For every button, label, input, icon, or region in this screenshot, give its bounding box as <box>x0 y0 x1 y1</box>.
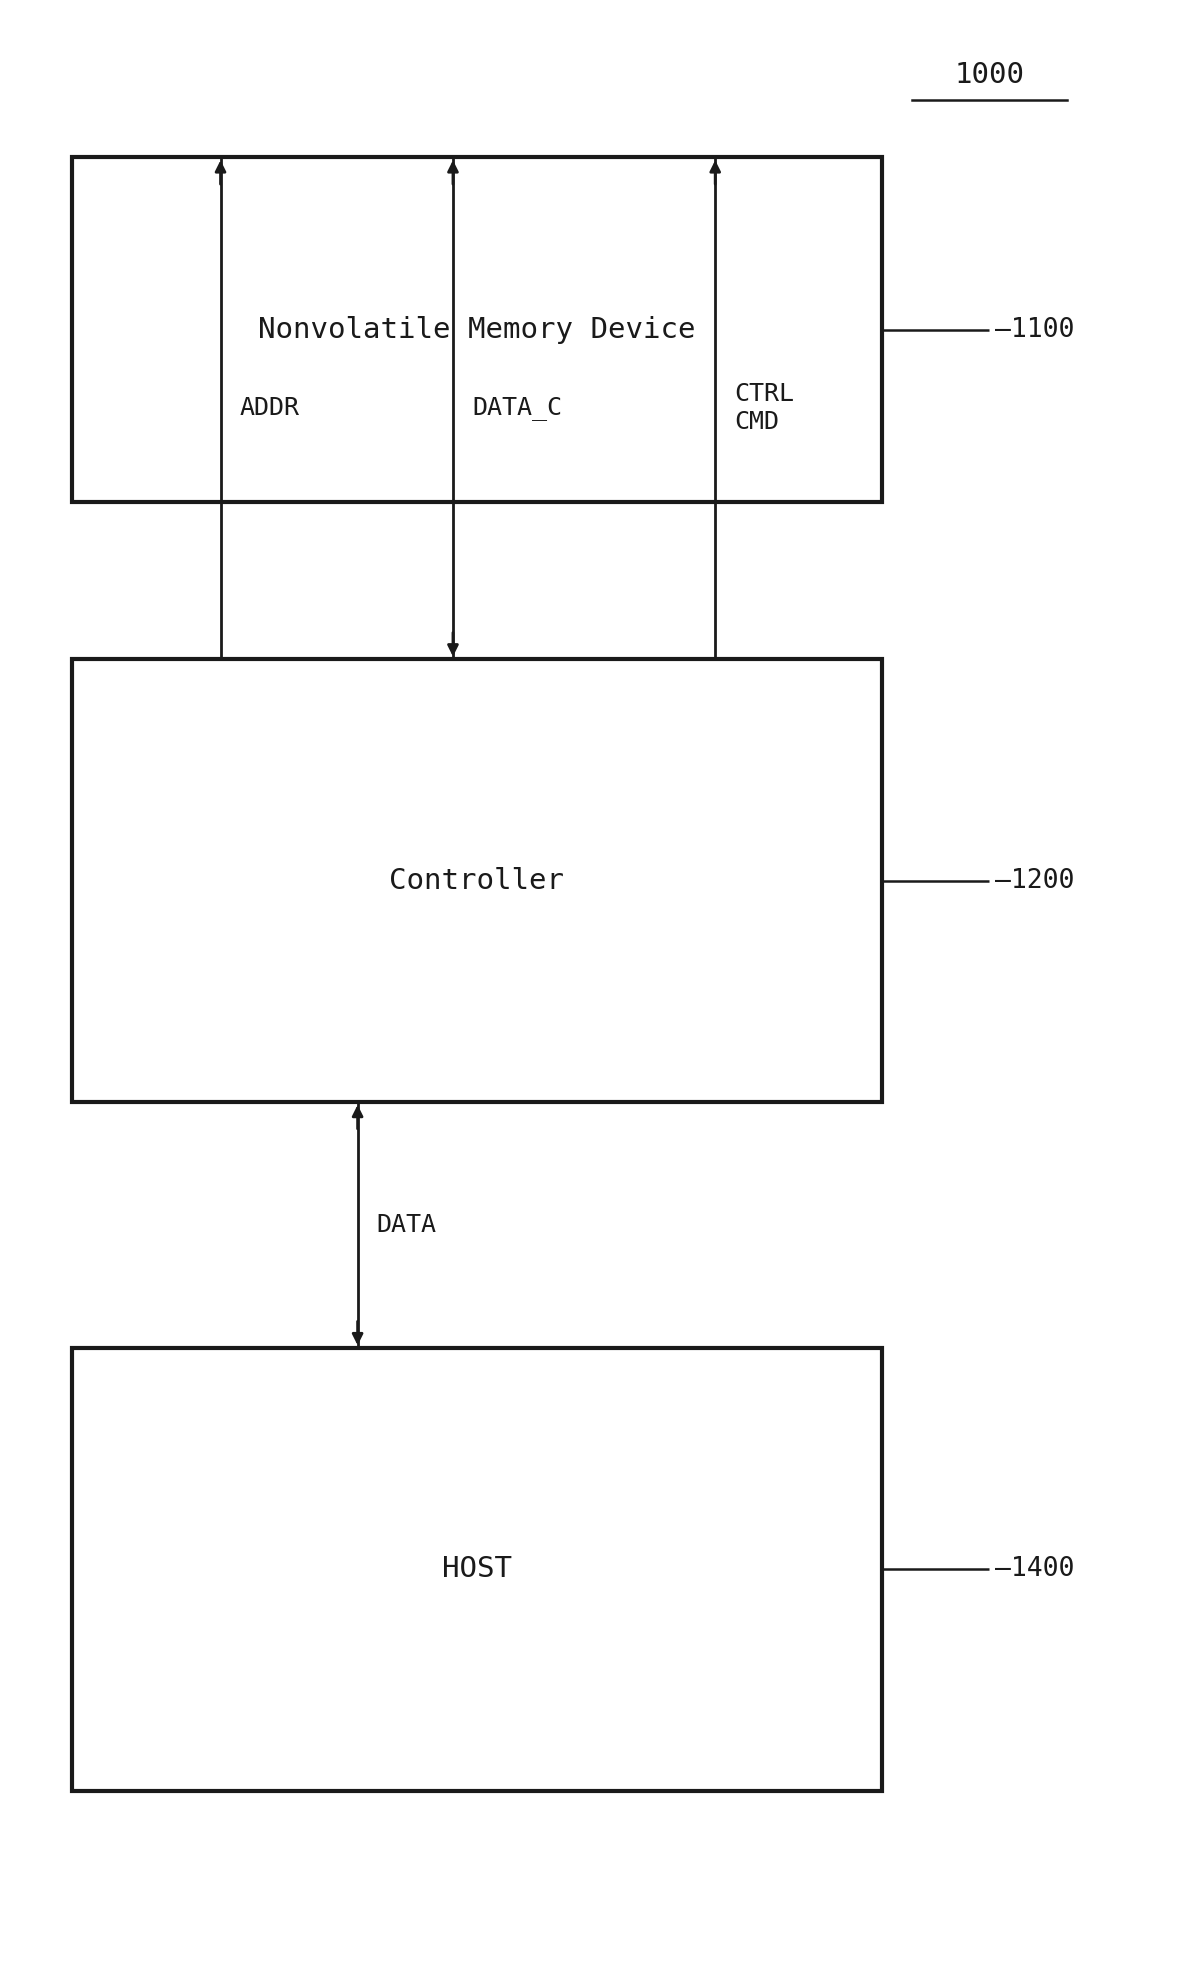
Text: DATA: DATA <box>377 1212 436 1238</box>
Bar <box>72 157 882 502</box>
Text: —1100: —1100 <box>995 317 1075 342</box>
Text: CTRL
CMD: CTRL CMD <box>734 382 794 435</box>
Text: HOST: HOST <box>442 1555 511 1584</box>
Text: Controller: Controller <box>390 866 564 895</box>
Text: Nonvolatile Memory Device: Nonvolatile Memory Device <box>257 315 696 344</box>
Text: 1000: 1000 <box>955 61 1024 89</box>
Text: DATA_C: DATA_C <box>472 396 563 421</box>
Bar <box>72 1348 882 1791</box>
Text: ADDR: ADDR <box>240 396 299 421</box>
Text: —1200: —1200 <box>995 868 1075 893</box>
Bar <box>72 659 882 1102</box>
Text: —1400: —1400 <box>995 1557 1075 1582</box>
